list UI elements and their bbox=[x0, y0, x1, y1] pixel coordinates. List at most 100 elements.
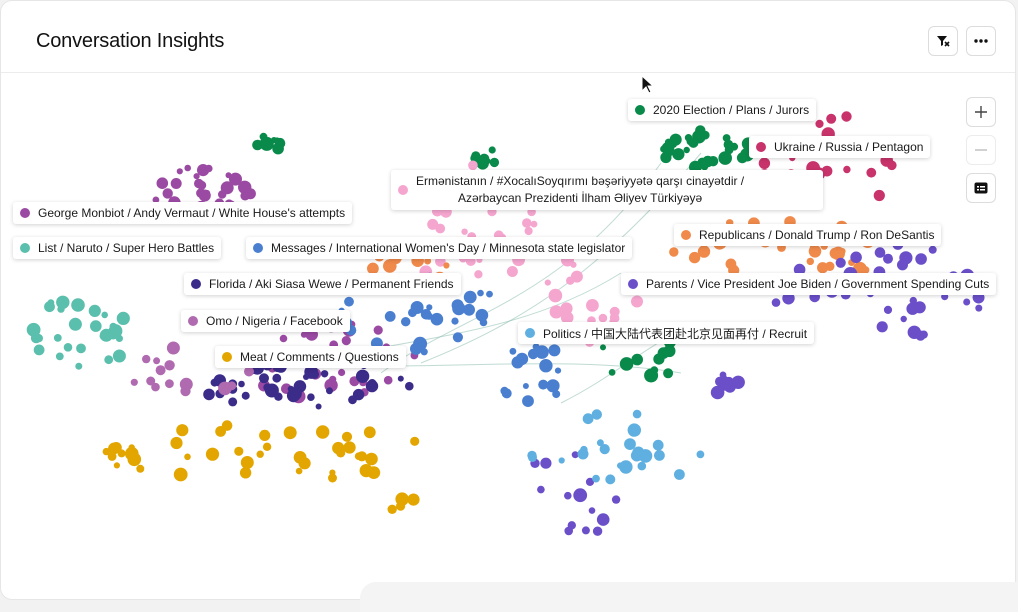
scatter-point[interactable] bbox=[696, 450, 705, 459]
scatter-point[interactable] bbox=[344, 296, 354, 307]
scatter-point[interactable] bbox=[329, 469, 336, 476]
scatter-point[interactable] bbox=[475, 308, 489, 322]
scatter-point[interactable] bbox=[115, 334, 123, 342]
scatter-point[interactable] bbox=[657, 347, 670, 359]
scatter-point[interactable] bbox=[731, 375, 745, 389]
scatter-point[interactable] bbox=[577, 448, 589, 460]
scatter-point[interactable] bbox=[386, 261, 394, 268]
scatter-point[interactable] bbox=[850, 251, 862, 264]
scatter-point[interactable] bbox=[702, 155, 714, 168]
scatter-point[interactable] bbox=[817, 262, 829, 274]
scatter-point[interactable] bbox=[205, 447, 220, 461]
scatter-point[interactable] bbox=[538, 379, 549, 390]
scatter-point[interactable] bbox=[316, 425, 330, 439]
scatter-point[interactable] bbox=[259, 132, 268, 141]
cluster-label[interactable]: Messages / International Women's Day / M… bbox=[246, 237, 633, 259]
scatter-point[interactable] bbox=[674, 469, 685, 480]
scatter-point[interactable] bbox=[638, 449, 653, 463]
scatter-point[interactable] bbox=[874, 247, 886, 258]
scatter-point[interactable] bbox=[424, 257, 432, 265]
scatter-point[interactable] bbox=[873, 189, 885, 202]
scatter-point[interactable] bbox=[697, 245, 711, 258]
scatter-point[interactable] bbox=[410, 436, 420, 446]
scatter-point[interactable] bbox=[286, 389, 301, 403]
scatter-point[interactable] bbox=[420, 348, 428, 356]
scatter-point[interactable] bbox=[227, 381, 237, 391]
scatter-point[interactable] bbox=[341, 431, 353, 442]
scatter-point[interactable] bbox=[203, 388, 215, 401]
scatter-point[interactable] bbox=[835, 257, 846, 268]
scatter-point[interactable] bbox=[108, 442, 120, 455]
scatter-point[interactable] bbox=[256, 450, 264, 458]
scatter-point[interactable] bbox=[99, 328, 113, 342]
scatter-point[interactable] bbox=[117, 449, 126, 458]
scatter-point[interactable] bbox=[549, 305, 563, 319]
scatter-point[interactable] bbox=[272, 373, 282, 383]
scatter-point[interactable] bbox=[900, 315, 907, 323]
scatter-point[interactable] bbox=[724, 145, 734, 155]
scatter-point[interactable] bbox=[326, 387, 333, 395]
scatter-point[interactable] bbox=[228, 397, 238, 407]
scatter-point[interactable] bbox=[585, 477, 595, 486]
cluster-label[interactable]: Ermənistanın / #XocalıSoyqırımı bəşəriyy… bbox=[391, 170, 823, 210]
scatter-point[interactable] bbox=[782, 292, 795, 305]
scatter-point[interactable] bbox=[410, 301, 424, 314]
scatter-point[interactable] bbox=[451, 299, 464, 312]
scatter-point[interactable] bbox=[907, 325, 921, 339]
scatter-point[interactable] bbox=[113, 462, 120, 469]
scatter-point[interactable] bbox=[719, 371, 727, 379]
scatter-point[interactable] bbox=[407, 493, 420, 506]
scatter-point[interactable] bbox=[688, 251, 701, 264]
scatter-point[interactable] bbox=[486, 290, 493, 298]
scatter-point[interactable] bbox=[259, 373, 269, 384]
scatter-point[interactable] bbox=[540, 457, 552, 469]
scatter-point[interactable] bbox=[570, 270, 583, 283]
scatter-point[interactable] bbox=[522, 218, 532, 228]
scatter-point[interactable] bbox=[221, 420, 233, 431]
scatter-point[interactable] bbox=[883, 253, 893, 264]
scatter-point[interactable] bbox=[427, 218, 439, 230]
scatter-point[interactable] bbox=[387, 504, 397, 514]
scatter-point[interactable] bbox=[528, 453, 537, 462]
scatter-point[interactable] bbox=[771, 298, 781, 307]
scatter-point[interactable] bbox=[341, 336, 351, 346]
scatter-point[interactable] bbox=[506, 266, 518, 277]
scatter-point[interactable] bbox=[197, 180, 207, 190]
scatter-point[interactable] bbox=[548, 344, 561, 357]
scatter-point[interactable] bbox=[488, 146, 496, 154]
scatter-point[interactable] bbox=[203, 189, 211, 197]
scatter-point[interactable] bbox=[554, 367, 562, 374]
scatter-point[interactable] bbox=[136, 464, 145, 473]
scatter-point[interactable] bbox=[293, 380, 307, 393]
scatter-point[interactable] bbox=[90, 320, 102, 332]
scatter-point[interactable] bbox=[234, 446, 244, 456]
scatter-point[interactable] bbox=[644, 368, 659, 383]
scatter-point[interactable] bbox=[669, 247, 679, 257]
scatter-point[interactable] bbox=[909, 296, 917, 305]
scatter-point[interactable] bbox=[544, 279, 551, 286]
scatter-point[interactable] bbox=[843, 165, 851, 174]
cluster-label[interactable]: Republicans / Donald Trump / Ron DeSanti… bbox=[674, 224, 942, 246]
scatter-point[interactable] bbox=[654, 450, 665, 461]
scatter-point[interactable] bbox=[336, 448, 346, 458]
scatter-point[interactable] bbox=[570, 261, 577, 268]
scatter-point[interactable] bbox=[363, 426, 376, 439]
scatter-point[interactable] bbox=[367, 466, 381, 479]
scatter-point[interactable] bbox=[368, 379, 377, 388]
scatter-point[interactable] bbox=[573, 488, 588, 503]
scatter-point[interactable] bbox=[343, 441, 356, 454]
scatter-point[interactable] bbox=[367, 262, 379, 275]
scatter-point[interactable] bbox=[329, 375, 337, 383]
scatter-point[interactable] bbox=[866, 167, 877, 178]
cluster-label[interactable]: Politics / 中国大陆代表团赴北京见面再付 / Recruit bbox=[518, 322, 815, 344]
scatter-point[interactable] bbox=[739, 154, 748, 163]
cluster-label[interactable]: Ukraine / Russia / Pentagon bbox=[749, 136, 931, 158]
scatter-point[interactable] bbox=[564, 491, 572, 500]
scatter-point[interactable] bbox=[560, 311, 574, 324]
scatter-point[interactable] bbox=[591, 409, 602, 420]
scatter-point[interactable] bbox=[692, 129, 706, 144]
scatter-point[interactable] bbox=[315, 403, 322, 410]
scatter-point[interactable] bbox=[426, 304, 433, 311]
scatter-point[interactable] bbox=[373, 325, 383, 335]
scatter-point[interactable] bbox=[567, 521, 576, 530]
